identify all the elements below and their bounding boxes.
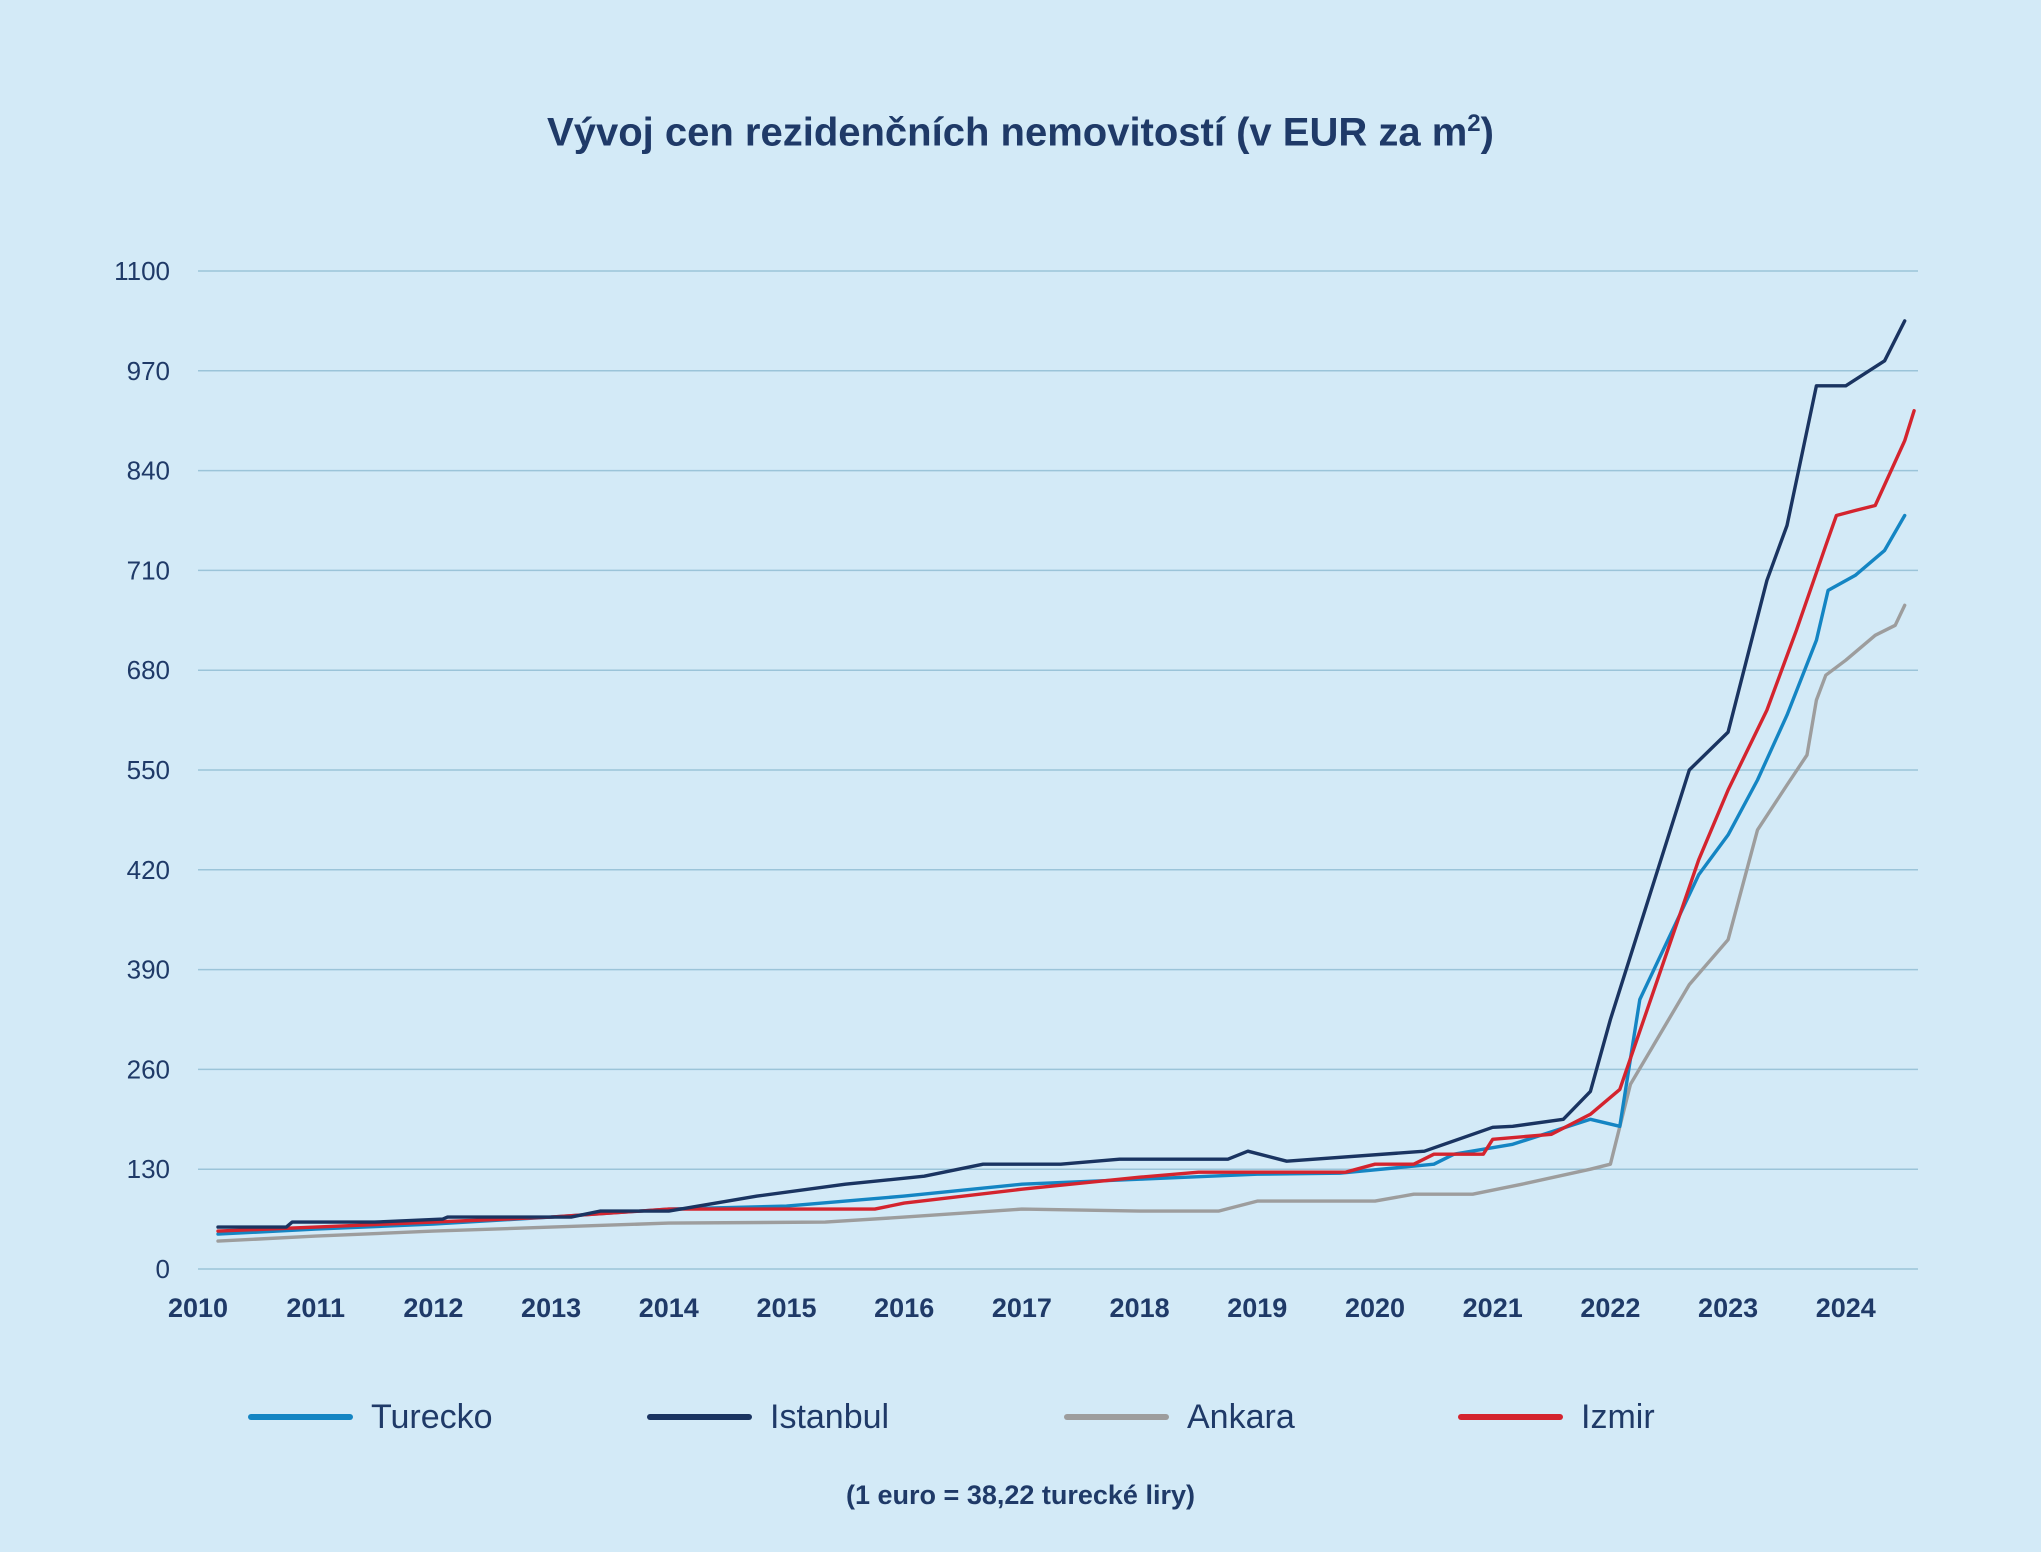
y-tick-label: 970 (127, 356, 170, 386)
y-tick-label: 550 (127, 755, 170, 785)
legend-swatch (248, 1414, 353, 1420)
legend-item-ankara: Ankara (1064, 1395, 1295, 1439)
legend-swatch (647, 1414, 752, 1420)
x-tick-label: 2010 (168, 1293, 228, 1323)
chart-title-text: Vývoj cen rezidenčních nemovitostí (v EU… (547, 110, 1468, 155)
x-tick-label: 2011 (286, 1293, 345, 1323)
x-tick-label: 2024 (1816, 1293, 1876, 1323)
legend-item-izmir: Izmir (1458, 1395, 1655, 1439)
y-tick-label: 0 (156, 1254, 170, 1284)
chart-title: Vývoj cen rezidenčních nemovitostí (v EU… (0, 110, 2041, 155)
x-tick-label: 2021 (1463, 1293, 1523, 1323)
footnote: (1 euro = 38,22 turecké liry) (846, 1480, 1195, 1510)
x-tick-label: 2018 (1110, 1293, 1170, 1323)
y-tick-label: 260 (127, 1054, 170, 1084)
x-tick-label: 2017 (992, 1293, 1052, 1323)
y-tick-label: 840 (127, 456, 170, 486)
y-tick-label: 130 (127, 1154, 170, 1184)
y-tick-label: 710 (127, 555, 170, 585)
x-tick-label: 2019 (1227, 1293, 1287, 1323)
series-line-istanbul (216, 319, 1907, 1229)
x-tick-label: 2015 (756, 1293, 816, 1323)
x-tick-label: 2013 (521, 1293, 581, 1323)
chart-title-superscript: 2 (1467, 110, 1481, 137)
x-tick-label: 2014 (639, 1293, 699, 1323)
x-tick-label: 2012 (403, 1293, 463, 1323)
chart-title-close: ) (1480, 110, 1494, 155)
y-tick-label: 420 (127, 855, 170, 885)
legend-item-turecko: Turecko (248, 1395, 493, 1439)
x-tick-label: 2022 (1580, 1293, 1640, 1323)
legend: Turecko Istanbul Ankara Izmir (0, 1395, 2041, 1439)
series-line-turecko (216, 513, 1907, 1236)
series-line-izmir (216, 409, 1916, 1233)
legend-label: Izmir (1581, 1397, 1655, 1436)
x-axis: 2010 2011 2012 2013 2014 2015 2016 2017 2018 2019… (168, 1293, 1876, 1323)
legend-label: Turecko (371, 1397, 493, 1436)
gridlines (198, 270, 1918, 1270)
series-line-ankara (216, 603, 1907, 1243)
y-axis: 0 130 260 390 420 550 680 710 840 970 1100 (114, 256, 170, 1284)
legend-item-istanbul: Istanbul (647, 1395, 889, 1439)
y-tick-label: 1100 (114, 256, 170, 286)
y-tick-label: 680 (127, 655, 170, 685)
legend-label: Istanbul (770, 1397, 890, 1436)
x-tick-label: 2023 (1698, 1293, 1758, 1323)
y-tick-label: 390 (127, 955, 170, 985)
x-tick-label: 2020 (1345, 1293, 1405, 1323)
legend-swatch (1458, 1414, 1563, 1420)
series-lines (216, 319, 1916, 1243)
x-tick-label: 2016 (874, 1293, 934, 1323)
legend-swatch (1064, 1414, 1169, 1420)
legend-label: Ankara (1187, 1397, 1295, 1436)
